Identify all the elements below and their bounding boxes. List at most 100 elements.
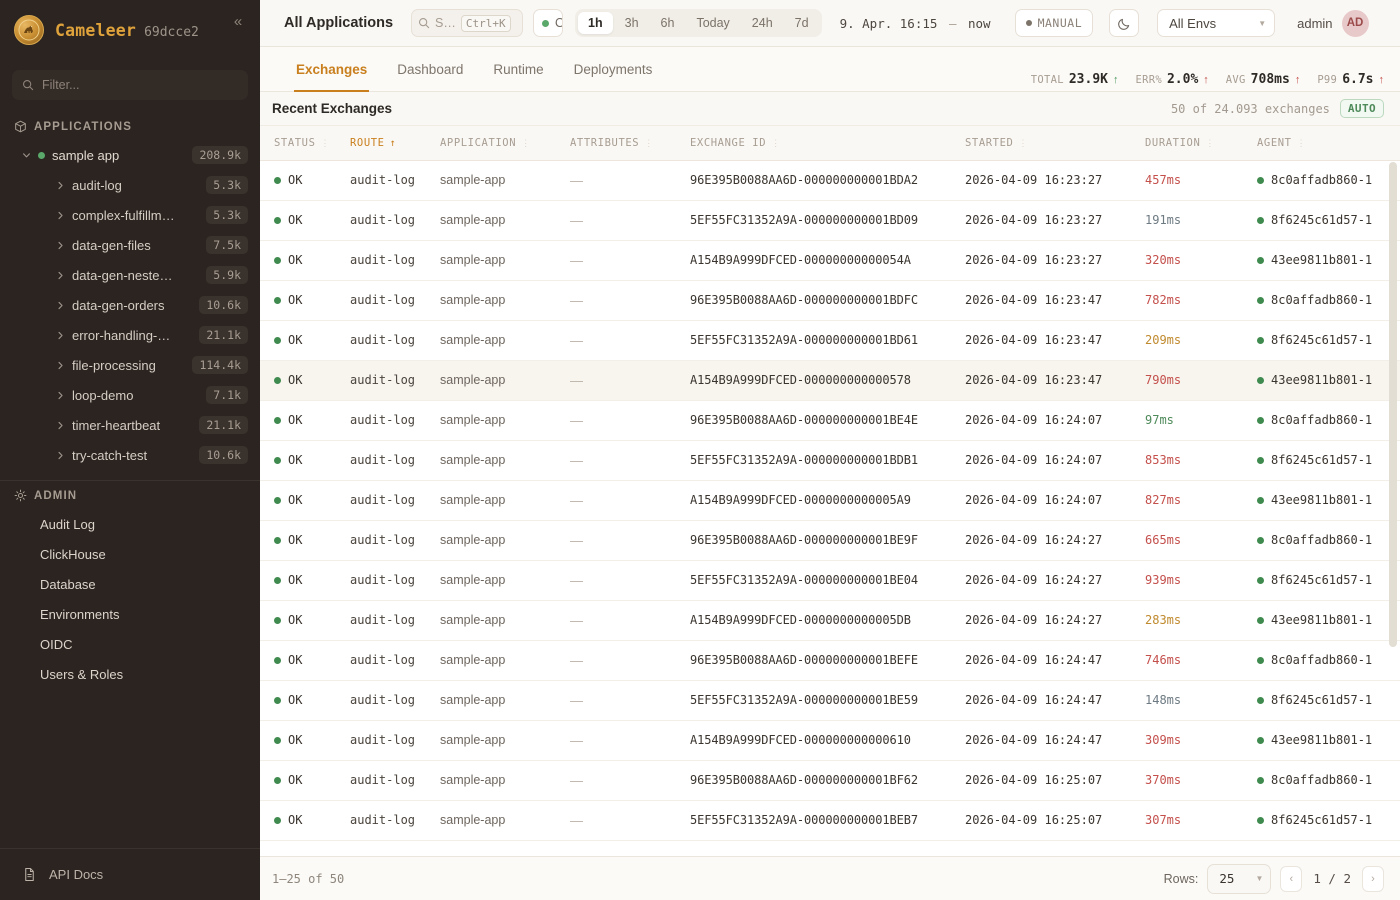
cell-agent: 8c0affadb860-1 <box>1249 400 1400 441</box>
time-range-button[interactable]: 6h <box>660 16 675 30</box>
exchange-id-text: A154B9A999DFCED-000000000000578 <box>690 373 911 387</box>
table-row[interactable]: OK audit-log sample-app — 5EF55FC31352A9A-00… <box>260 440 1400 481</box>
column-header-route[interactable]: ROUTE ↑ <box>342 126 432 161</box>
chevron-right-icon[interactable] <box>56 391 65 400</box>
table-row[interactable]: OK audit-log sample-app — 96E395B0088AA6D-00… <box>260 400 1400 441</box>
column-header-label: DURATION <box>1145 136 1201 149</box>
table-row[interactable]: OK audit-log sample-app — A154B9A999DFCED-00… <box>260 480 1400 521</box>
chevron-down-icon[interactable] <box>22 151 31 160</box>
column-header-status[interactable]: STATUS ⋮ <box>260 126 342 161</box>
attributes-text: — <box>570 452 583 468</box>
chevron-right-icon[interactable] <box>56 331 65 340</box>
tree-row-route[interactable]: timer-heartbeat 21.1k <box>0 410 260 440</box>
tab-runtime[interactable]: Runtime <box>493 61 544 77</box>
status-dot-ok <box>274 416 281 424</box>
chevron-double-left-icon[interactable]: « <box>233 13 243 30</box>
prev-page-button[interactable]: ‹ <box>1280 865 1303 892</box>
duration-text: 746ms <box>1145 653 1182 667</box>
next-page-button[interactable]: › <box>1362 865 1384 892</box>
column-header-agent[interactable]: AGENT ⋮ <box>1249 126 1400 161</box>
application-text: sample-app <box>440 573 506 587</box>
chevron-right-icon[interactable] <box>56 271 65 280</box>
user-menu[interactable]: admin AD <box>1297 9 1369 37</box>
table-row[interactable]: OK audit-log sample-app — 5EF55FC31352A9A-00… <box>260 320 1400 361</box>
table-row[interactable]: OK audit-log sample-app — 96E395B0088AA6D-00… <box>260 520 1400 561</box>
connection-status-pill[interactable]: O <box>533 9 564 37</box>
tab-dashboard[interactable]: Dashboard <box>397 61 464 77</box>
table-row[interactable]: OK audit-log sample-app — 96E395B0088AA6D-00… <box>260 640 1400 681</box>
admin-item[interactable]: Users & Roles <box>0 659 260 689</box>
tree-row-route[interactable]: data-gen-files 7.5k <box>0 230 260 260</box>
time-range-button[interactable]: 24h <box>751 16 773 30</box>
cell-duration: 283ms <box>1137 600 1249 641</box>
admin-item[interactable]: Audit Log <box>0 509 260 539</box>
column-header-attributes[interactable]: ATTRIBUTES ⋮ <box>562 126 682 161</box>
search-input[interactable]: S… Ctrl+K <box>411 9 524 37</box>
column-header-exchange-id[interactable]: EXCHANGE ID ⋮ <box>682 126 957 161</box>
sidebar-footer[interactable]: API Docs <box>0 848 260 900</box>
exchanges-table-wrap: STATUS ⋮ ROUTE ↑ APPLICATION ⋮ ATTRIBUTES ⋮ EXCH… <box>260 126 1400 856</box>
table-row[interactable]: OK audit-log sample-app — 5EF55FC31352A9A-00… <box>260 560 1400 601</box>
time-range-button[interactable]: Today <box>696 16 730 30</box>
rows-per-page-select[interactable]: 25 ▼ <box>1207 863 1272 894</box>
tree-row-route[interactable]: error-handling-… 21.1k <box>0 320 260 350</box>
route-text: audit-log <box>350 253 416 267</box>
refresh-mode-button[interactable]: MANUAL <box>1014 9 1094 37</box>
admin-item[interactable]: ClickHouse <box>0 539 260 569</box>
tree-row-route[interactable]: try-catch-test 10.6k <box>0 440 260 470</box>
filter-input[interactable]: Filter... <box>12 70 248 100</box>
table-row[interactable]: OK audit-log sample-app — 96E395B0088AA6D-00… <box>260 160 1400 201</box>
table-row[interactable]: OK audit-log sample-app — A154B9A999DFCED-00… <box>260 360 1400 401</box>
table-row[interactable]: OK audit-log sample-app — A154B9A999DFCED-00… <box>260 600 1400 641</box>
tree-row-route[interactable]: data-gen-neste… 5.9k <box>0 260 260 290</box>
agent-status-dot <box>1257 176 1264 184</box>
table-row[interactable]: OK audit-log sample-app — A154B9A999DFCED-00… <box>260 720 1400 761</box>
application-text: sample-app <box>440 773 506 787</box>
tab-deployments[interactable]: Deployments <box>573 61 653 77</box>
time-range-button[interactable]: 7d <box>794 16 809 30</box>
table-row[interactable]: OK audit-log sample-app — 96E395B0088AA6D-00… <box>260 760 1400 801</box>
chevron-right-icon[interactable] <box>56 361 65 370</box>
table-row[interactable]: OK audit-log sample-app — 5EF55FC31352A9A-00… <box>260 800 1400 841</box>
column-header-started[interactable]: STARTED ⋮ <box>957 126 1137 161</box>
column-header-duration[interactable]: DURATION ⋮ <box>1137 126 1249 161</box>
time-range-button[interactable]: 1h <box>578 12 613 34</box>
tree-row-route[interactable]: loop-demo 7.1k <box>0 380 260 410</box>
tabs-bar: Exchanges Dashboard Runtime Deployments TOT… <box>260 47 1400 92</box>
auto-refresh-badge[interactable]: AUTO <box>1339 99 1384 118</box>
admin-item[interactable]: Environments <box>0 599 260 629</box>
admin-item-label: OIDC <box>40 636 73 652</box>
chevron-right-icon[interactable] <box>56 301 65 310</box>
admin-item[interactable]: OIDC <box>0 629 260 659</box>
exchange-id-text: 5EF55FC31352A9A-000000000001BD09 <box>690 213 918 227</box>
cell-agent: 8c0affadb860-1 <box>1249 280 1400 321</box>
environment-select[interactable]: All Envs ▼ <box>1157 9 1276 37</box>
theme-toggle-button[interactable] <box>1109 9 1140 37</box>
tree-row-route[interactable]: complex-fulfillm… 5.3k <box>0 200 260 230</box>
tab-exchanges[interactable]: Exchanges <box>284 47 379 92</box>
admin-item[interactable]: Database <box>0 569 260 599</box>
chevron-right-icon[interactable] <box>56 181 65 190</box>
column-header-application[interactable]: APPLICATION ⋮ <box>432 126 562 161</box>
time-range-button[interactable]: 3h <box>624 16 639 30</box>
table-row[interactable]: OK audit-log sample-app — 5EF55FC31352A9A-00… <box>260 200 1400 241</box>
metric-key: TOTAL <box>1030 74 1064 86</box>
main-area: All Applications S… Ctrl+K O 1h 3h 6h Today… <box>260 0 1400 900</box>
status-dot-ok <box>274 736 281 744</box>
absolute-time-range[interactable]: 9. Apr. 16:15 – now <box>832 12 999 35</box>
tree-row-sample-app[interactable]: sample app 208.9k <box>0 140 260 170</box>
cell-duration: 853ms <box>1137 440 1249 481</box>
chevron-right-icon[interactable] <box>56 241 65 250</box>
tree-row-route[interactable]: audit-log 5.3k <box>0 170 260 200</box>
chevron-right-icon[interactable] <box>56 451 65 460</box>
tree-row-route[interactable]: file-processing 114.4k <box>0 350 260 380</box>
table-scrollbar[interactable] <box>1389 162 1397 647</box>
agent-text: 8f6245c61d57-1 <box>1271 693 1373 707</box>
chevron-right-icon[interactable] <box>56 421 65 430</box>
tree-row-route[interactable]: data-gen-orders 10.6k <box>0 290 260 320</box>
table-row[interactable]: OK audit-log sample-app — 5EF55FC31352A9A-00… <box>260 680 1400 721</box>
table-row[interactable]: OK audit-log sample-app — A154B9A999DFCED-00… <box>260 240 1400 281</box>
chevron-right-icon[interactable] <box>56 211 65 220</box>
table-row[interactable]: OK audit-log sample-app — 96E395B0088AA6D-00… <box>260 280 1400 321</box>
